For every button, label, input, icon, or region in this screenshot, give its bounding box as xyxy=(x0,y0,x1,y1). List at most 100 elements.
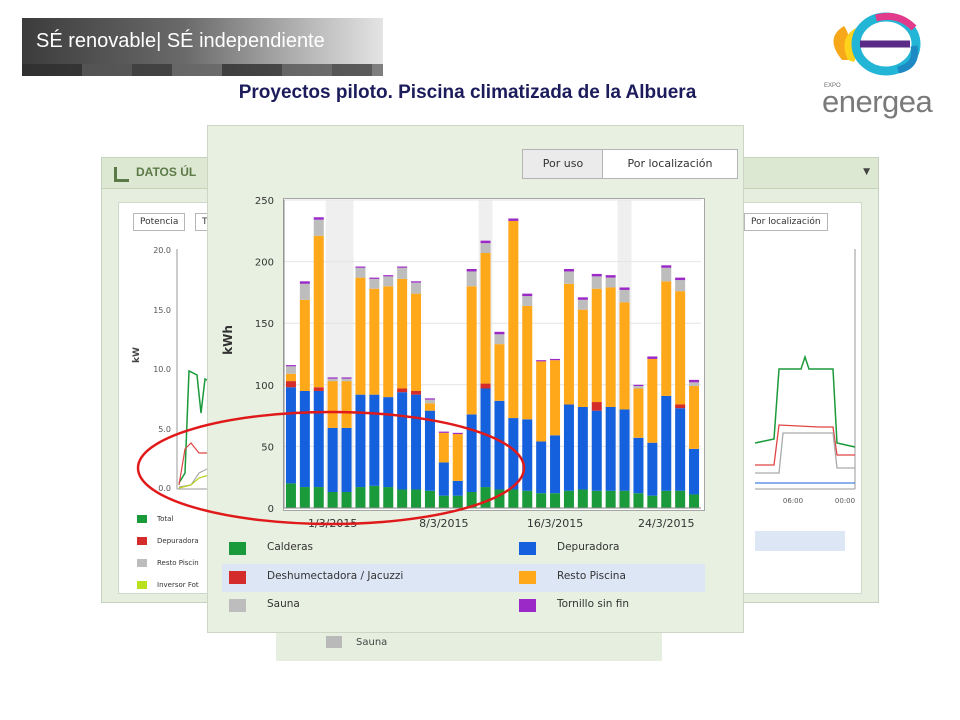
bar-segment[interactable] xyxy=(480,243,491,253)
por-uso-button[interactable]: Por uso xyxy=(522,149,604,179)
bar-segment[interactable] xyxy=(494,344,505,401)
bar-segment[interactable] xyxy=(689,386,700,449)
bar-segment[interactable] xyxy=(299,281,310,284)
bar-segment[interactable] xyxy=(452,434,463,481)
bar-segment[interactable] xyxy=(466,268,477,272)
bar-segment[interactable] xyxy=(285,366,296,374)
bar-segment[interactable] xyxy=(355,266,366,268)
bar-segment[interactable] xyxy=(438,431,449,433)
bar-segment[interactable] xyxy=(647,358,658,443)
bar-segment[interactable] xyxy=(383,286,394,398)
legend-item-deshumectadora[interactable]: Deshumectadora / Jacuzzi xyxy=(221,564,464,592)
bar-segment[interactable] xyxy=(619,289,630,303)
bar-segment[interactable] xyxy=(633,437,644,494)
bar-segment[interactable] xyxy=(563,271,574,284)
bar-segment[interactable] xyxy=(355,487,366,508)
bar-segment[interactable] xyxy=(313,235,324,388)
bar-segment[interactable] xyxy=(411,489,422,508)
bar-segment[interactable] xyxy=(369,278,380,289)
bar-segment[interactable] xyxy=(605,277,616,288)
bar-segment[interactable] xyxy=(633,384,644,387)
bar-segment[interactable] xyxy=(689,494,700,508)
bar-segment[interactable] xyxy=(313,219,324,236)
bar-segment[interactable] xyxy=(299,283,310,300)
bar-segment[interactable] xyxy=(411,282,422,294)
bar-segment[interactable] xyxy=(563,490,574,508)
bar-segment[interactable] xyxy=(689,448,700,495)
bar-segment[interactable] xyxy=(550,493,561,508)
bar-segment[interactable] xyxy=(411,390,422,395)
bar-segment[interactable] xyxy=(675,277,686,281)
bar-segment[interactable] xyxy=(619,409,630,491)
bar-segment[interactable] xyxy=(661,395,672,491)
bar-segment[interactable] xyxy=(619,490,630,508)
bar-segment[interactable] xyxy=(619,287,630,290)
bar-segment[interactable] xyxy=(299,299,310,391)
bar-segment[interactable] xyxy=(313,217,324,220)
legend-item-resto-piscina[interactable]: Resto Piscina xyxy=(511,564,754,592)
bar-segment[interactable] xyxy=(536,360,547,362)
bar-segment[interactable] xyxy=(536,493,547,508)
bar-segment[interactable] xyxy=(619,302,630,410)
bar-segment[interactable] xyxy=(675,291,686,405)
bar-segment[interactable] xyxy=(563,283,574,405)
bar-segment[interactable] xyxy=(633,386,644,389)
tab-potencia[interactable]: Potencia xyxy=(133,213,186,231)
bar-segment[interactable] xyxy=(397,392,408,490)
bar-segment[interactable] xyxy=(285,381,296,388)
bar-segment[interactable] xyxy=(675,408,686,491)
bar-segment[interactable] xyxy=(536,361,547,442)
bar-segment[interactable] xyxy=(397,266,408,268)
bar-segment[interactable] xyxy=(383,276,394,287)
tab-por-localizacion-bg[interactable]: Por localización xyxy=(744,213,828,231)
bar-segment[interactable] xyxy=(355,267,366,278)
bar-segment[interactable] xyxy=(327,491,338,508)
bar-segment[interactable] xyxy=(341,378,352,382)
bar-segment[interactable] xyxy=(689,382,700,387)
bar-segment[interactable] xyxy=(397,388,408,393)
bar-segment[interactable] xyxy=(522,293,533,297)
bar-segment[interactable] xyxy=(327,377,338,379)
bar-segment[interactable] xyxy=(466,491,477,508)
bar-segment[interactable] xyxy=(341,377,352,379)
bar-segment[interactable] xyxy=(591,276,602,289)
bar-segment[interactable] xyxy=(424,403,435,411)
bar-segment[interactable] xyxy=(522,490,533,508)
bar-segment[interactable] xyxy=(452,432,463,435)
bar-segment[interactable] xyxy=(563,404,574,491)
bar-segment[interactable] xyxy=(383,275,394,277)
bar-segment[interactable] xyxy=(675,280,686,292)
bar-segment[interactable] xyxy=(661,281,672,396)
bar-segment[interactable] xyxy=(327,381,338,428)
bar-segment[interactable] xyxy=(466,271,477,287)
bar-segment[interactable] xyxy=(577,297,588,300)
bar-segment[interactable] xyxy=(494,489,505,508)
bar-segment[interactable] xyxy=(424,399,435,404)
bar-segment[interactable] xyxy=(480,252,491,384)
bar-segment[interactable] xyxy=(522,296,533,306)
bar-segment[interactable] xyxy=(591,288,602,403)
bar-segment[interactable] xyxy=(550,360,561,436)
bar-segment[interactable] xyxy=(661,490,672,508)
bar-segment[interactable] xyxy=(605,275,616,278)
bar-segment[interactable] xyxy=(577,299,588,310)
bar-segment[interactable] xyxy=(675,404,686,409)
bar-segment[interactable] xyxy=(591,410,602,491)
legend-item-calderas[interactable]: Calderas xyxy=(221,535,464,563)
bar-segment[interactable] xyxy=(577,406,588,490)
collapse-arrow-icon[interactable]: ▼ xyxy=(863,167,870,177)
bar-segment[interactable] xyxy=(397,278,408,389)
bar-segment[interactable] xyxy=(355,277,366,395)
bar-segment[interactable] xyxy=(369,394,380,486)
bar-segment[interactable] xyxy=(550,435,561,494)
bar-segment[interactable] xyxy=(424,490,435,508)
bar-segment[interactable] xyxy=(480,383,491,389)
bar-segment[interactable] xyxy=(438,495,449,508)
bar-segment[interactable] xyxy=(285,483,296,508)
bar-segment[interactable] xyxy=(397,267,408,279)
por-localizacion-button[interactable]: Por localización xyxy=(602,149,738,179)
bar-segment[interactable] xyxy=(411,293,422,391)
bar-segment[interactable] xyxy=(369,485,380,508)
bar-segment[interactable] xyxy=(661,265,672,268)
bar-segment[interactable] xyxy=(591,402,602,411)
